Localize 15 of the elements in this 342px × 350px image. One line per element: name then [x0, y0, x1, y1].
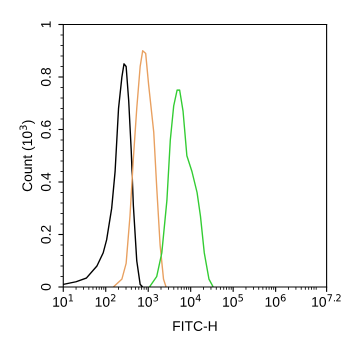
x-tick-label: 10$^{5}$: [223, 294, 243, 307]
x-tick-label: 10$^{2}$: [96, 294, 116, 307]
x-tick-label: 10$^{4}$: [180, 294, 201, 307]
x-tick-label: 10$^{3}$: [138, 294, 158, 307]
y-axis-title: Count (10$^{3}$): [19, 120, 35, 192]
y-tick-label: 0.2: [40, 226, 51, 244]
x-tick-label: 10$^{1}$: [53, 294, 74, 307]
x-axis-title: FITC-H: [173, 321, 217, 331]
y-tick-label: 1: [41, 21, 51, 28]
y-tick-label: 0: [40, 284, 51, 290]
y-tick-label: 0.4: [40, 172, 51, 192]
x-tick-label: 10$^{6}$: [266, 294, 286, 307]
x-tick-label: 10$^{7.2}$: [312, 294, 341, 307]
y-tick-label: 0.8: [40, 68, 51, 86]
y-tick-label: 0.6: [40, 120, 51, 139]
